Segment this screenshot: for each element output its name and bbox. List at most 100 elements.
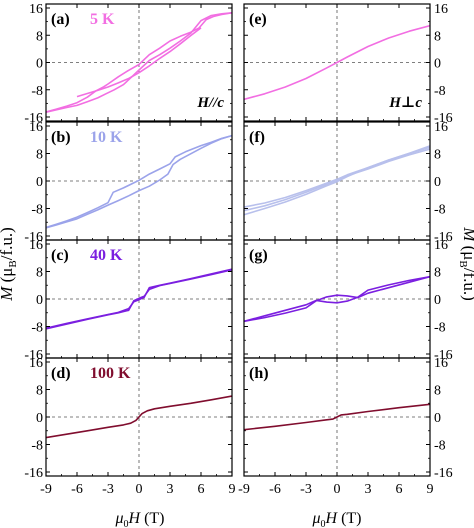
panel-h: -16 -8 0 8 16 -9 -6 -3 0 3 6 9 (h): [238, 356, 453, 497]
x-tick-label: 0: [136, 482, 143, 497]
panel-f: -16 -8 0 8 16 (f): [243, 120, 453, 245]
curves: [46, 268, 232, 330]
series-line-1: [244, 275, 430, 323]
x-tick-label: -3: [300, 482, 312, 497]
y-tick-label: 0: [36, 175, 43, 190]
y-tick-label: 0: [36, 411, 43, 426]
curves: [244, 403, 430, 431]
y-tick-label: -16: [24, 348, 43, 363]
series-line-1: [46, 12, 232, 113]
panel-label: (a): [51, 11, 70, 28]
y-tick-label: 8: [434, 29, 441, 44]
curves: [244, 275, 430, 323]
y-tick-label: 0: [434, 411, 441, 426]
series-line-1: [244, 24, 430, 101]
x-tick-label: 6: [198, 482, 205, 497]
x-tick-label: -3: [102, 482, 114, 497]
series-line-2: [46, 12, 232, 113]
y-tick-label: 0: [434, 57, 441, 72]
y-tick-label: 16: [29, 120, 43, 135]
x-tick-label: 9: [427, 482, 434, 497]
y-tick-label: 16: [29, 238, 43, 253]
x-axis-label-right: μ0H (T): [311, 510, 361, 528]
series-line-3: [244, 145, 430, 208]
x-tick-label: 0: [334, 482, 341, 497]
y-tick-label: 16: [434, 238, 448, 253]
panel-label: (h): [249, 365, 269, 382]
y-axis-label-left: M (μB/f.u.): [0, 227, 19, 302]
curves: [46, 12, 232, 113]
y-tick-label: -8: [31, 321, 43, 336]
x-tick-label: -9: [40, 482, 52, 497]
y-tick-label: -8: [434, 84, 446, 99]
panel-b: -16 -8 0 8 16 (b) 10 K: [24, 120, 233, 245]
y-tick-label: -8: [434, 321, 446, 336]
panel-c: -16 -8 0 8 16 (c) 40 K: [24, 238, 233, 363]
x-tick-label: 6: [396, 482, 403, 497]
y-tick-label: 0: [36, 293, 43, 308]
y-tick-label: -16: [434, 230, 453, 245]
y-tick-label: -8: [31, 84, 43, 99]
y-tick-label: -8: [434, 439, 446, 454]
series-line-2: [244, 275, 430, 323]
y-tick-label: -16: [24, 466, 43, 481]
panel-e: -16 -8 0 8 16 (e) H⊥c: [243, 2, 453, 126]
y-tick-label: -8: [31, 439, 43, 454]
temperature-label: 100 K: [90, 365, 131, 382]
panel-g: -16 -8 0 8 16 (g): [243, 238, 453, 363]
series-line-1: [46, 395, 232, 439]
x-tick-label: -6: [269, 482, 281, 497]
temperature-label: 5 K: [90, 11, 115, 28]
y-tick-label: -8: [434, 203, 446, 218]
y-tick-label: 16: [434, 356, 448, 371]
curves: [244, 145, 430, 216]
panel-label: (b): [51, 129, 71, 146]
x-tick-label: -9: [238, 482, 250, 497]
y-tick-label: 8: [36, 384, 43, 399]
field-direction-label: H⊥c: [388, 95, 422, 111]
field-direction-label: H//c: [196, 95, 224, 111]
y-tick-label: -8: [31, 203, 43, 218]
y-tick-label: -16: [434, 348, 453, 363]
x-tick-label: 3: [167, 482, 174, 497]
x-tick-label: -6: [71, 482, 83, 497]
y-tick-label: 8: [434, 148, 441, 163]
panel-a: -16 -8 0 8 16 (a) 5 K H//c: [24, 2, 233, 126]
panels-group: -16 -8 0 8 16 (a) 5 K H//c -16 -8 0 8 16 (b) 10 K -16 -8…: [24, 2, 452, 497]
y-tick-label: 8: [434, 384, 441, 399]
curves: [46, 134, 232, 229]
series-line-1: [46, 134, 232, 229]
y-tick-label: -16: [434, 111, 453, 126]
panel-label: (e): [249, 11, 267, 28]
panel-d: -16 -8 0 8 16 -9 -6 -3 0 3 6 9 (d) 100 K: [24, 356, 235, 497]
y-axis-label-right: M (μB/f.u.): [457, 226, 474, 301]
y-tick-label: -16: [434, 466, 453, 481]
y-tick-label: 8: [434, 266, 441, 281]
y-tick-label: 8: [36, 148, 43, 163]
x-tick-label: 3: [365, 482, 372, 497]
series-line-2: [46, 269, 232, 330]
panel-label: (g): [249, 247, 268, 264]
y-tick-label: 0: [36, 57, 43, 72]
y-tick-label: 0: [434, 293, 441, 308]
y-tick-label: -16: [24, 230, 43, 245]
temperature-label: 10 K: [90, 129, 123, 146]
y-tick-label: 8: [36, 29, 43, 44]
x-axis-label-left: μ0H (T): [114, 510, 164, 528]
panel-label: (d): [51, 365, 71, 382]
panel-label: (f): [249, 129, 265, 146]
series-line-2: [244, 148, 430, 212]
y-tick-label: 16: [29, 2, 43, 17]
y-tick-label: 8: [36, 266, 43, 281]
y-tick-label: -16: [24, 111, 43, 126]
y-tick-label: 16: [434, 120, 448, 135]
curves: [46, 395, 232, 439]
panel-label: (c): [51, 247, 69, 264]
series-line-3: [76, 27, 202, 98]
y-tick-label: 16: [434, 2, 448, 17]
series-line-1: [244, 403, 430, 431]
x-tick-label: 9: [229, 482, 236, 497]
curves: [244, 24, 430, 101]
series-line-2: [46, 134, 232, 229]
